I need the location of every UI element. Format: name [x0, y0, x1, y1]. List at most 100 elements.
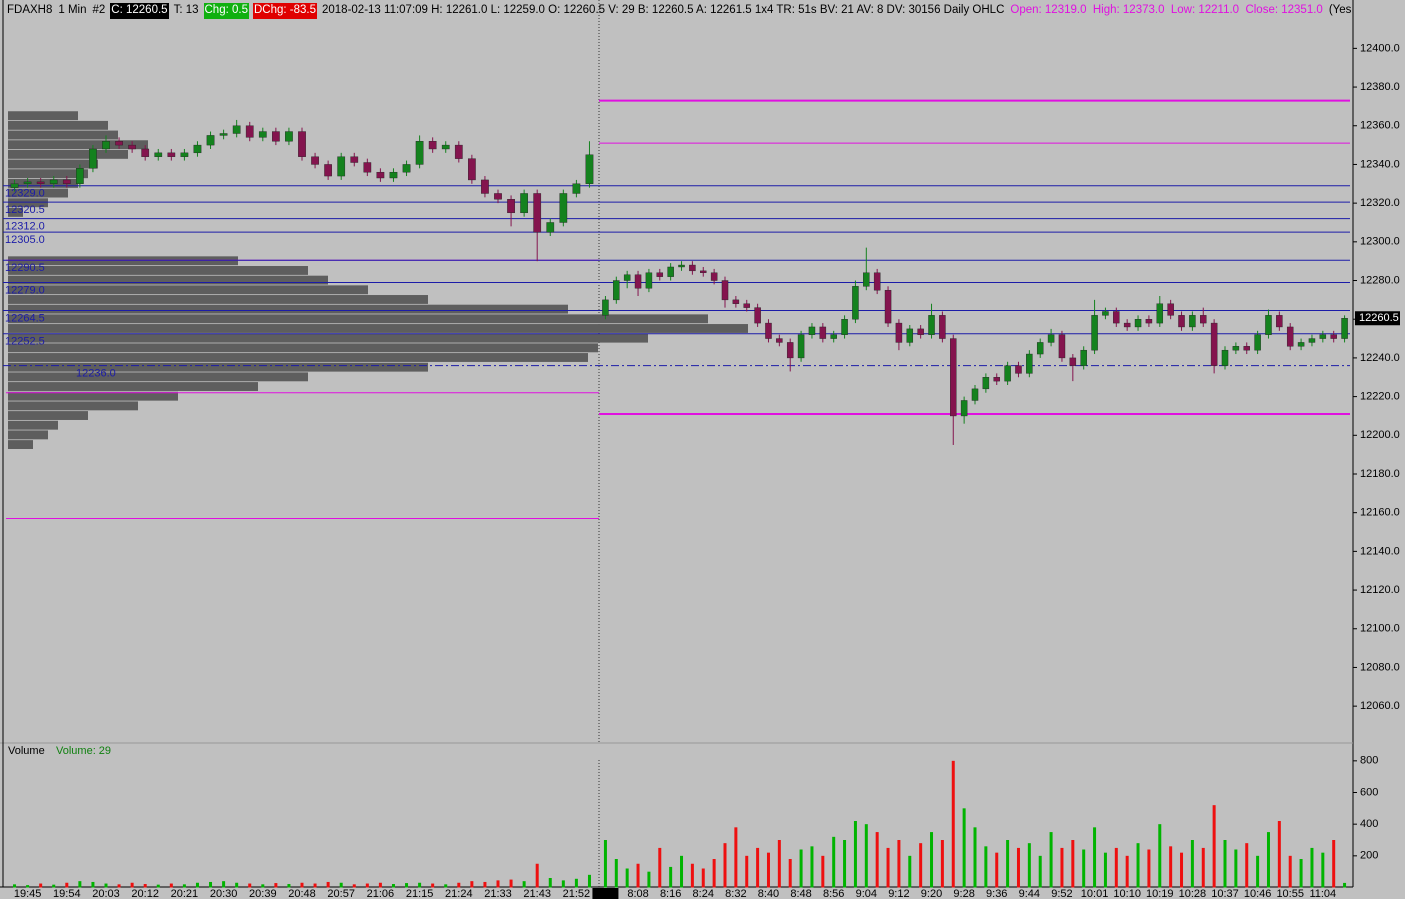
volume-bar — [1147, 849, 1151, 888]
volume-bar — [1103, 852, 1107, 888]
candle-body — [710, 272, 718, 281]
candle-body — [1330, 334, 1337, 339]
x-tick-label: 21:15 — [406, 888, 434, 899]
last-price-box — [1355, 311, 1400, 326]
candle-body — [1221, 349, 1229, 366]
volume-bar — [1321, 852, 1325, 888]
candle-body — [494, 193, 502, 200]
candle-body — [585, 154, 594, 184]
profile-bar — [8, 333, 648, 343]
candle-body — [1189, 315, 1196, 328]
candle-body — [363, 162, 372, 173]
volume-bar — [1234, 849, 1238, 888]
volume-bar — [78, 881, 82, 888]
candle-body — [428, 141, 437, 150]
volume-bar — [734, 827, 738, 888]
volume-bar — [326, 881, 330, 888]
candle-body — [23, 181, 32, 184]
profile-bar — [8, 266, 308, 275]
candle-body — [656, 272, 664, 277]
y-tick-label: 12320.0 — [1360, 197, 1400, 209]
candle-body — [76, 168, 84, 184]
volume-bar — [1114, 847, 1118, 888]
candle-body — [917, 328, 924, 335]
candle-body — [1276, 315, 1283, 328]
y-tick-label: 12280.0 — [1360, 274, 1400, 286]
last-price-label: 12260.5 — [1359, 312, 1399, 324]
candle-body — [808, 326, 816, 335]
volume-bar — [614, 859, 618, 888]
volume-bar — [1310, 847, 1314, 888]
volume-bar — [130, 882, 134, 888]
candle-body — [572, 183, 581, 194]
profile-bar — [8, 295, 428, 304]
level-label: 12290.5 — [5, 262, 45, 274]
y-tick-label: 12400.0 — [1360, 42, 1400, 54]
profile-bar — [8, 382, 258, 391]
change: Chg: 0.5 — [203, 3, 249, 19]
candle-body — [298, 131, 306, 157]
candle-body — [786, 342, 794, 359]
volume-bar — [973, 827, 977, 888]
volume-bar — [156, 884, 160, 888]
x-tick-label: 9:52 — [1051, 888, 1072, 899]
candle-body — [272, 131, 280, 142]
x-tick-label: 10:46 — [1244, 888, 1272, 899]
volume-bar — [261, 884, 265, 888]
candle-body — [645, 272, 653, 289]
profile-bar — [8, 198, 48, 208]
profile-bar — [8, 372, 308, 382]
volume-bar — [313, 883, 317, 888]
x-tick-label: 10:19 — [1146, 888, 1174, 899]
x-tick-label: 20:57 — [327, 888, 355, 899]
volume-bar — [365, 883, 369, 888]
volume-bar — [1343, 882, 1347, 888]
candle-body — [520, 193, 528, 214]
volume-bar — [1180, 852, 1184, 888]
volume-bar — [457, 882, 461, 888]
volume-bar — [470, 881, 474, 888]
candle-body — [1069, 357, 1077, 366]
profile-bar — [8, 304, 568, 314]
x-tick-label: 20:21 — [171, 888, 199, 899]
y-tick-label: 12100.0 — [1360, 623, 1400, 635]
x-tick-label: 21:33 — [484, 888, 512, 899]
level-label: 12305.0 — [5, 234, 45, 246]
volume-bar — [444, 884, 448, 888]
volume-bar — [1212, 805, 1216, 888]
candle-body — [89, 148, 97, 169]
profile-bar — [8, 430, 48, 440]
x-tick-label: 9:36 — [986, 888, 1007, 899]
date-box — [592, 888, 619, 899]
volume-bar — [574, 878, 578, 888]
level-label: 12312.0 — [5, 221, 45, 233]
volume-bar — [1016, 847, 1020, 888]
x-tick-label: 10:55 — [1276, 888, 1304, 899]
profile-bar — [8, 440, 33, 450]
volume-bar — [821, 855, 825, 888]
profile-bar — [8, 159, 98, 169]
volume-bar — [1038, 855, 1042, 888]
candle-body — [102, 141, 110, 150]
candle-body — [765, 322, 772, 339]
volume-bar — [91, 881, 95, 888]
candle-body — [49, 179, 58, 184]
profile-bar — [8, 285, 368, 295]
candle-body — [232, 125, 241, 134]
volume-bar — [723, 843, 727, 888]
profile-bar — [8, 353, 588, 362]
volume-bar — [26, 885, 30, 888]
candle-body — [1265, 315, 1272, 335]
symbol: FDAXH8 — [7, 4, 53, 16]
y2-tick-label: 400 — [1360, 818, 1378, 830]
volume-bar — [712, 859, 716, 888]
candle-body — [245, 125, 254, 138]
candle-body — [1341, 318, 1348, 339]
candle-body — [982, 377, 990, 390]
level-label: 12279.0 — [5, 284, 45, 296]
level-label: 12329.0 — [5, 188, 45, 200]
y2-tick-label: 800 — [1360, 755, 1378, 767]
candle-body — [689, 264, 696, 272]
volume-bar — [636, 863, 640, 888]
